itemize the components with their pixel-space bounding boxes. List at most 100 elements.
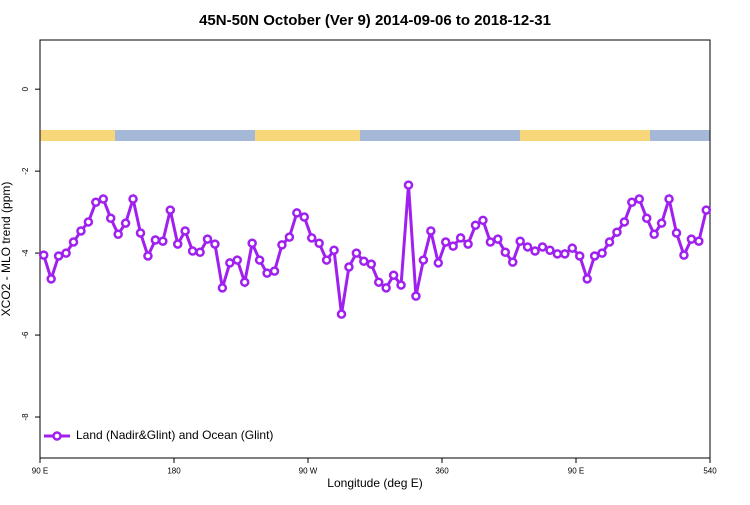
- point: [627, 197, 637, 208]
- point: [53, 251, 64, 261]
- point: [262, 268, 272, 278]
- point: [493, 234, 503, 244]
- y-tick-label: -2: [21, 167, 30, 175]
- point: [664, 194, 674, 204]
- point: [254, 255, 265, 265]
- point: [76, 226, 86, 236]
- point: [105, 213, 116, 224]
- point: [530, 246, 540, 256]
- point: [567, 243, 578, 253]
- point: [299, 212, 310, 222]
- point: [545, 245, 555, 255]
- land: [40, 130, 115, 141]
- point: [649, 229, 659, 239]
- point: [329, 245, 339, 255]
- x-tick-label: 90 W: [299, 467, 318, 476]
- y-tick-label: 0: [21, 86, 30, 91]
- point: [247, 238, 257, 249]
- point: [98, 194, 109, 204]
- point: [522, 242, 533, 252]
- point: [671, 228, 682, 238]
- point: [403, 180, 414, 190]
- point: [396, 280, 406, 290]
- point: [180, 226, 190, 236]
- point: [694, 236, 704, 246]
- point: [537, 242, 548, 252]
- y-tick-label: -8: [21, 413, 30, 421]
- point: [165, 205, 176, 215]
- point: [83, 217, 94, 227]
- point: [150, 235, 161, 245]
- point: [38, 250, 49, 260]
- point: [656, 218, 667, 228]
- point: [306, 233, 317, 243]
- point: [217, 283, 228, 293]
- point: [426, 226, 436, 236]
- land: [255, 130, 360, 141]
- point: [172, 239, 183, 249]
- point: [239, 277, 250, 287]
- point: [619, 217, 630, 227]
- point: [582, 274, 592, 284]
- point: [135, 228, 146, 238]
- y-tick-label: -6: [21, 331, 30, 339]
- point: [507, 257, 518, 267]
- point: [359, 256, 369, 267]
- point: [589, 251, 600, 261]
- series-line: [42, 184, 708, 315]
- point: [210, 239, 220, 249]
- point: [232, 255, 243, 265]
- point: [448, 241, 458, 251]
- point: [321, 255, 332, 265]
- point: [277, 240, 287, 250]
- point: [418, 255, 429, 265]
- point: [314, 238, 324, 249]
- point: [143, 251, 153, 261]
- plot-frame: [39, 39, 711, 459]
- y-axis-label: XCO2 - MLO trend (ppm): [0, 182, 13, 317]
- legend-marker: [52, 431, 62, 441]
- point: [455, 233, 466, 243]
- point: [515, 236, 525, 246]
- point: [634, 194, 645, 204]
- point: [470, 220, 481, 230]
- point: [61, 248, 71, 258]
- land-ocean-strip: [40, 130, 710, 141]
- point: [463, 239, 473, 249]
- point: [679, 250, 689, 260]
- legend-label: Land (Nadir&Glint) and Ocean (Glint): [76, 428, 273, 442]
- point: [604, 237, 615, 247]
- point: [485, 237, 496, 247]
- point: [128, 194, 138, 204]
- point: [574, 251, 585, 261]
- point: [46, 274, 56, 284]
- point: [500, 247, 511, 258]
- point: [373, 277, 384, 287]
- point: [195, 247, 205, 258]
- point: [158, 236, 168, 246]
- point: [411, 291, 421, 301]
- ocean: [40, 130, 710, 141]
- point: [336, 309, 347, 319]
- point: [269, 266, 280, 276]
- point: [440, 237, 451, 247]
- x-tick-label: 540: [703, 467, 717, 476]
- x-tick-label: 180: [167, 467, 181, 476]
- legend: Land (Nadir&Glint) and Ocean (Glint): [44, 428, 273, 442]
- point: [202, 234, 213, 244]
- point: [284, 232, 295, 242]
- point: [388, 270, 399, 280]
- point: [351, 248, 362, 258]
- point: [560, 249, 570, 259]
- point: [686, 234, 697, 244]
- point: [381, 283, 391, 293]
- point: [344, 262, 354, 272]
- point: [641, 213, 652, 224]
- point: [478, 215, 488, 226]
- land: [520, 130, 650, 141]
- x-axis-label: Longitude (deg E): [327, 476, 422, 490]
- point: [612, 227, 622, 237]
- point: [187, 246, 198, 256]
